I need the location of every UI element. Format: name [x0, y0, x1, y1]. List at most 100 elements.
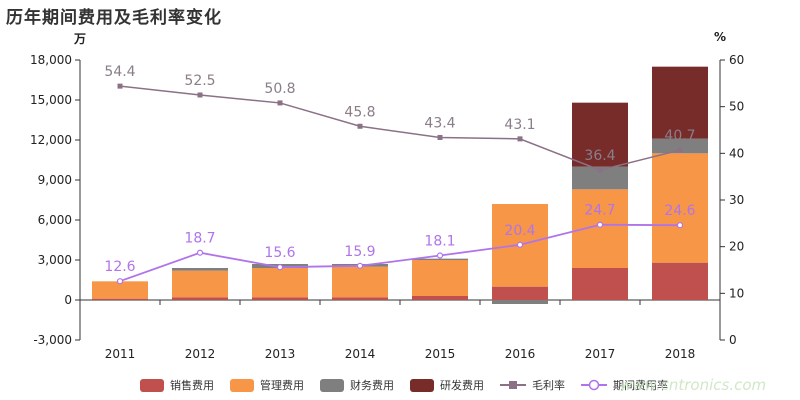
bar-sales [572, 268, 628, 300]
bar-sales [412, 296, 468, 300]
expense-ratio-point [516, 241, 524, 248]
left-tick-label: 0 [64, 293, 72, 307]
left-tick-label: 18,000 [30, 53, 72, 67]
expense-ratio-data-label: 15.6 [264, 245, 295, 261]
gross-margin-data-label: 36.4 [584, 148, 615, 164]
expense-ratio-point [276, 264, 284, 271]
gross-margin-point [677, 147, 683, 153]
expense-ratio-data-label: 24.7 [584, 203, 615, 219]
left-tick-label: -3,000 [33, 333, 72, 347]
bar-sales [172, 297, 228, 300]
x-tick-label: 2015 [425, 347, 456, 361]
gross-margin-data-label: 43.4 [424, 115, 455, 131]
legend-swatch-rnd [410, 378, 434, 392]
bar-admin [252, 268, 308, 298]
legend-label-sales: 销售费用 [170, 379, 214, 392]
bar-admin [652, 153, 708, 263]
bar-finance [492, 300, 548, 304]
x-tick-label: 2017 [585, 347, 616, 361]
x-tick-label: 2016 [505, 347, 536, 361]
legend-label-admin: 管理费用 [260, 379, 304, 392]
expense-ratio-data-label: 18.7 [184, 231, 215, 247]
bar-admin [332, 266, 388, 298]
legend-swatch-gross-margin [500, 381, 526, 389]
x-tick-label: 2011 [105, 347, 136, 361]
bar-admin [412, 260, 468, 296]
right-tick-label: 0 [729, 333, 737, 347]
bar-sales [252, 297, 308, 300]
legend-swatch-expense-ratio [581, 379, 607, 391]
left-tick-label: 15,000 [30, 93, 72, 107]
x-tick-label: 2018 [665, 347, 696, 361]
expense-ratio-point [356, 262, 364, 269]
left-tick-label: 6,000 [38, 213, 72, 227]
legend-item-admin[interactable]: 管理费用 [230, 377, 304, 393]
chart-title: 历年期间费用及毛利率变化 [6, 8, 222, 28]
right-tick-label: 50 [729, 100, 744, 114]
legend-item-expense-ratio[interactable]: 期间费用率 [581, 377, 668, 393]
legend-swatch-admin [230, 378, 254, 392]
right-tick-label: 60 [729, 53, 744, 67]
right-tick-label: 20 [729, 240, 744, 254]
legend-item-rnd[interactable]: 研发费用 [410, 377, 484, 393]
gross-margin-line [119, 85, 681, 171]
bar-admin [572, 189, 628, 268]
expense-ratio-data-label: 20.4 [504, 223, 535, 239]
gross-margin-data-label: 45.8 [344, 104, 375, 120]
legend-item-gross-margin[interactable]: 毛利率 [500, 377, 565, 393]
expense-ratio-point [116, 278, 124, 285]
right-axis-unit: % [714, 30, 727, 44]
right-tick-label: 10 [729, 286, 744, 300]
legend-swatch-sales [140, 378, 164, 392]
x-tick-label: 2014 [345, 347, 376, 361]
left-axis-unit: 万 [74, 32, 87, 46]
gross-margin-data-label: 40.7 [664, 128, 695, 144]
expense-ratio-point [436, 252, 444, 259]
left-tick-label: 12,000 [30, 133, 72, 147]
legend-item-finance[interactable]: 财务费用 [320, 377, 394, 393]
gross-margin-data-label: 54.4 [104, 64, 135, 80]
right-tick-label: 40 [729, 146, 744, 160]
expense-ratio-line [119, 223, 681, 283]
gross-margin-data-label: 52.5 [184, 73, 215, 89]
gross-margin-point [117, 83, 123, 89]
expense-ratio-data-label: 24.6 [664, 203, 695, 219]
right-tick-label: 30 [729, 193, 744, 207]
bar-sales [92, 298, 148, 300]
bar-admin [172, 270, 228, 298]
left-tick-label: 3,000 [38, 253, 72, 267]
bar-sales [492, 286, 548, 300]
expense-ratio-point [196, 249, 204, 256]
left-tick-label: 9,000 [38, 173, 72, 187]
expense-ratio-data-label: 12.6 [104, 259, 135, 275]
gross-margin-point [517, 136, 523, 142]
expense-ratio-point [596, 221, 604, 228]
watermark: www.cntronics.com [620, 376, 767, 394]
legend-swatch-finance [320, 378, 344, 392]
gross-margin-point [277, 100, 283, 106]
legend-label-rnd: 研发费用 [440, 379, 484, 392]
x-tick-label: 2013 [265, 347, 296, 361]
x-tick-label: 2012 [185, 347, 216, 361]
bar-rnd [652, 66, 708, 139]
bar-sales [652, 262, 708, 300]
expense-ratio-data-label: 18.1 [424, 234, 455, 250]
expense-ratio-data-label: 15.9 [344, 244, 375, 260]
gross-margin-point [437, 134, 443, 140]
gross-margin-data-label: 43.1 [504, 117, 535, 133]
bar-finance [412, 258, 468, 260]
gross-margin-data-label: 50.8 [264, 81, 295, 97]
bar-finance [172, 268, 228, 271]
legend-label-gross-margin: 毛利率 [532, 379, 565, 392]
expense-ratio-point [676, 222, 684, 229]
gross-margin-point [357, 123, 363, 129]
bar-sales [332, 297, 388, 300]
legend: 销售费用 管理费用 财务费用 研发费用 毛利率 期间费用率 [140, 377, 668, 393]
bar-rnd [572, 102, 628, 167]
bar-admin [92, 281, 148, 299]
gross-margin-point [597, 167, 603, 173]
legend-item-sales[interactable]: 销售费用 [140, 377, 214, 393]
legend-label-expense-ratio: 期间费用率 [613, 379, 668, 392]
bar-finance [572, 166, 628, 190]
